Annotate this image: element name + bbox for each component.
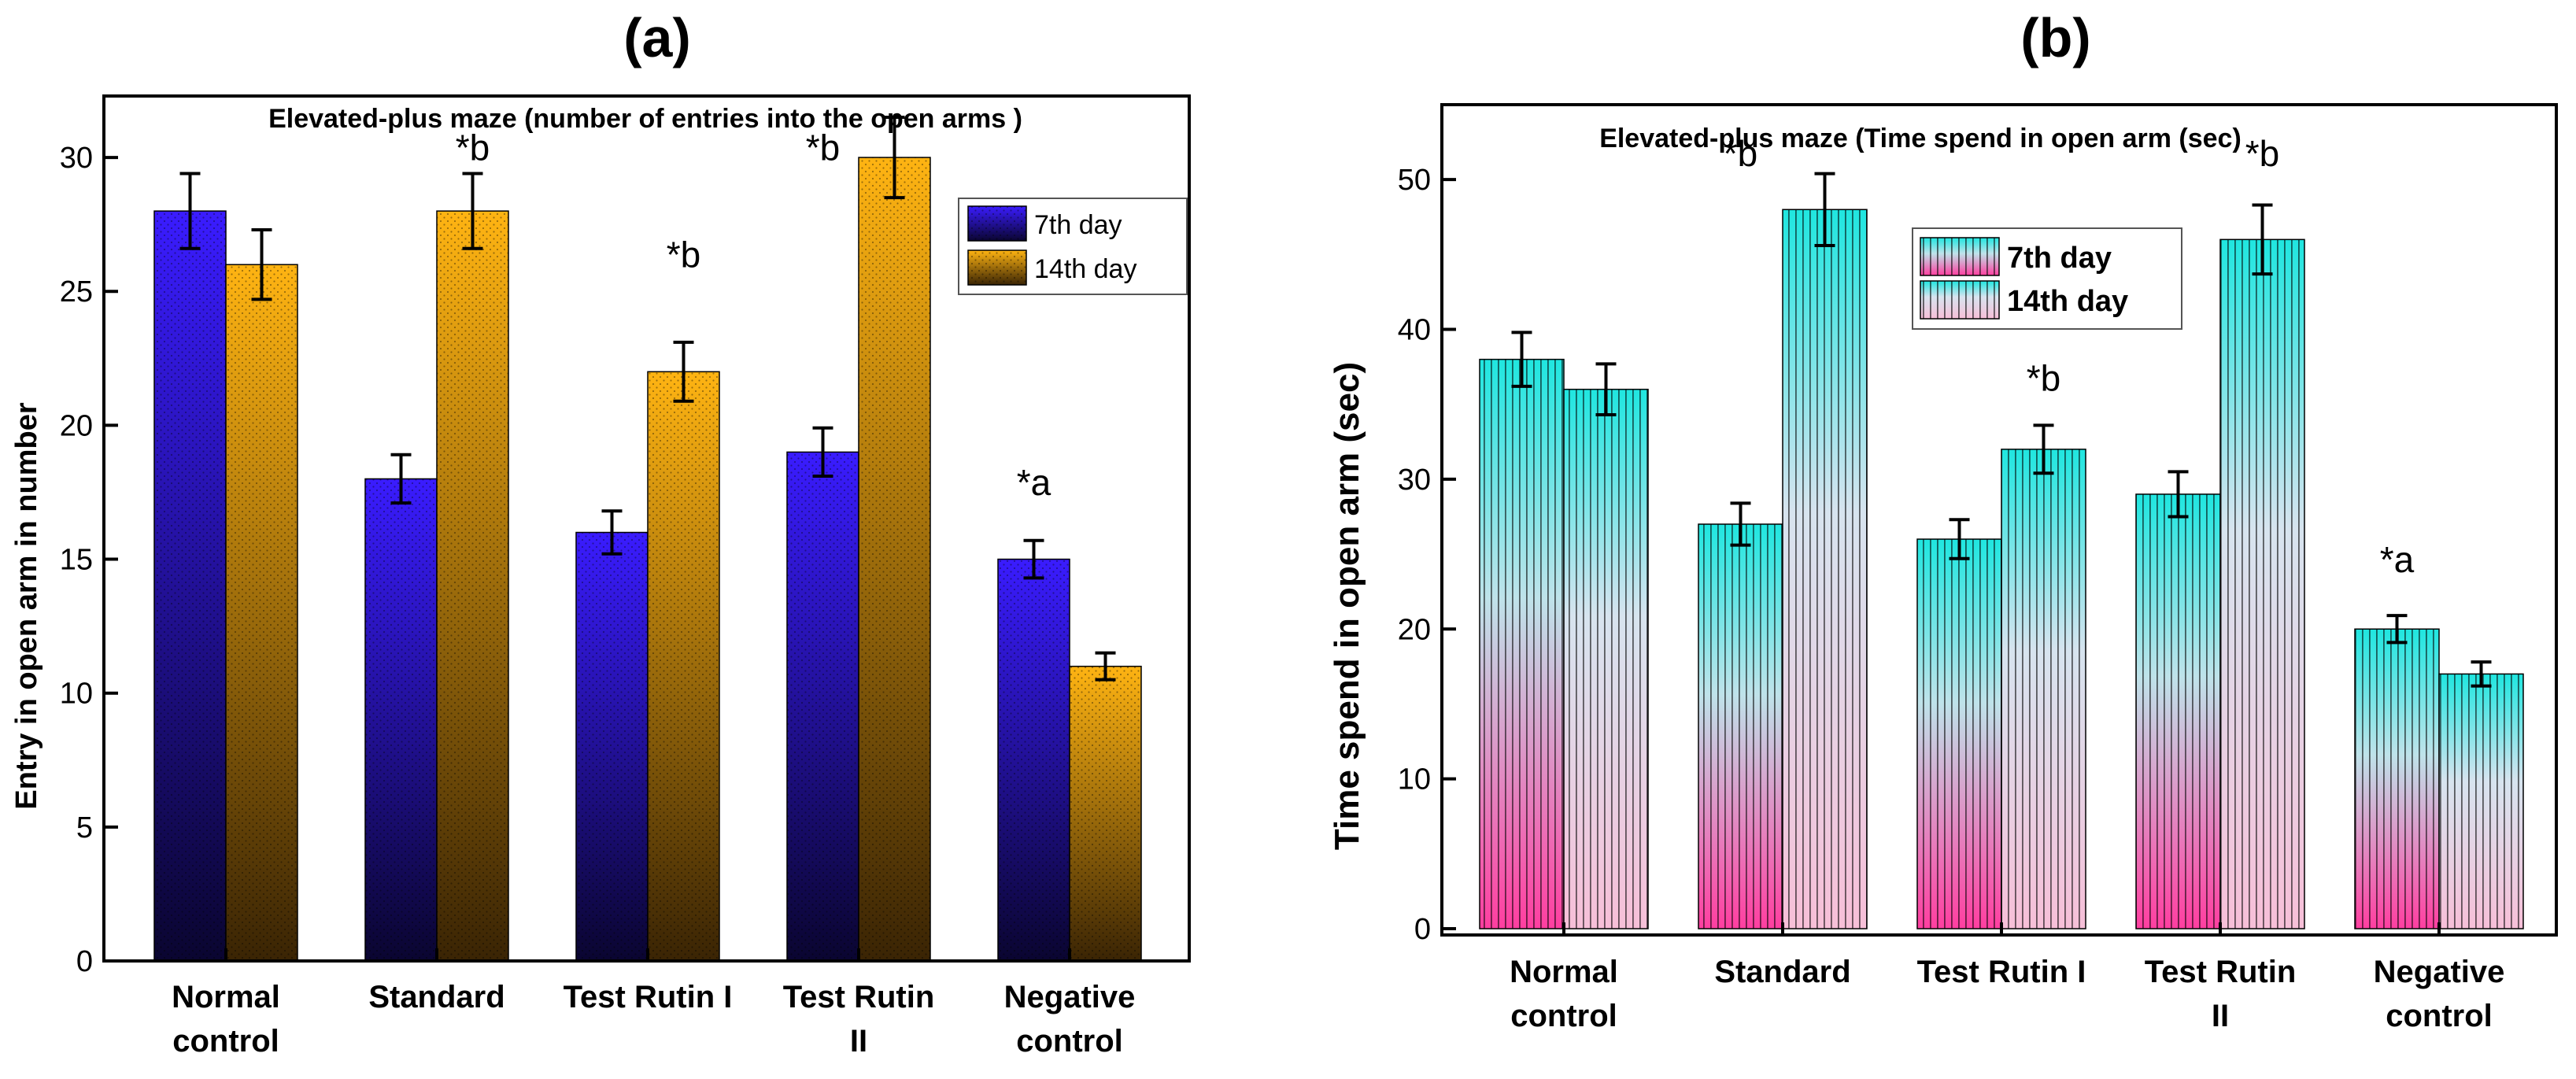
x-tick-label-a-negative-control: Negative control	[1004, 980, 1136, 1059]
annotation-a-2: *b	[667, 235, 700, 275]
y-tick-label-a: 0	[76, 945, 93, 978]
y-tick-label-a: 20	[60, 409, 93, 442]
error-bar-b-14th-day-4	[2252, 203, 2273, 276]
y-tick-label-b: 50	[1398, 164, 1431, 197]
annotation-b-2: *b	[2027, 358, 2060, 399]
annotation-b-1: *b	[1724, 133, 1757, 174]
chart-title-b: Elevated-plus maze (Time spend in open a…	[1599, 124, 2242, 153]
y-axis-title-a: Entry in open arm in number	[10, 402, 43, 809]
plot-frame-b	[1440, 103, 2558, 937]
panel-label-a: (a)	[623, 7, 691, 68]
error-bar-a-14th-day-5	[1095, 651, 1116, 682]
y-axis-label-b: Time spend in open arm (sec)	[1328, 362, 1366, 850]
annotation-b-4: *a	[2380, 539, 2415, 580]
bar-b-7th-day-1-texture	[1479, 358, 1565, 929]
legend-swatch-7th-day-a-pattern	[967, 205, 1027, 242]
y-axis-label-a: Entry in open arm in number	[10, 402, 43, 809]
bar-b-14th-day-3-texture	[2001, 449, 2086, 929]
bar-b-7th-day-4-texture	[2135, 493, 2221, 929]
error-bar-b-7th-day-5	[2386, 614, 2408, 645]
bar-a-7th-day-2-texture	[364, 478, 438, 962]
error-bar-b-14th-day-3	[2033, 423, 2054, 475]
error-bar-a-7th-day-5	[1023, 538, 1044, 580]
error-bar-a-7th-day-2	[390, 453, 412, 505]
bar-b-14th-day-1-texture	[1563, 388, 1649, 929]
bar-a-7th-day-4-texture	[786, 451, 859, 962]
x-tick-label-b-test-rutin-i: Test Rutin I	[1917, 955, 2086, 989]
bar-b-14th-day-5-texture	[2438, 673, 2524, 929]
panel-label-b: (b)	[2020, 7, 2090, 68]
legend-label-7th-day-a: 7th day	[1034, 210, 1122, 240]
bar-b-7th-day-3-texture	[1916, 538, 2002, 929]
bar-a-14th-day-2-texture	[436, 210, 509, 962]
x-tick-label-a-test-rutin-ii: Test Rutin II	[783, 980, 935, 1059]
bar-a-14th-day-1-texture	[225, 264, 298, 962]
y-tick-label-b: 10	[1398, 763, 1431, 796]
y-tick-label-a: 15	[60, 544, 93, 577]
y-tick-label-b: 30	[1398, 464, 1431, 497]
error-bar-a-14th-day-3	[673, 340, 694, 403]
error-bar-b-14th-day-5	[2471, 660, 2492, 688]
bar-a-14th-day-5-texture	[1069, 665, 1142, 962]
bar-b-7th-day-5-texture	[2354, 628, 2440, 929]
legend-swatch-14th-day-a-pattern	[967, 249, 1027, 286]
error-bar-a-14th-day-1	[251, 227, 272, 301]
plot-frame-a	[102, 94, 1191, 963]
x-tick-label-a-normal-control: Normal control	[172, 980, 280, 1059]
y-tick-label-a: 30	[60, 142, 93, 175]
legend-label-7th-day-b: 7th day	[2007, 242, 2112, 275]
annotation-a-1: *b	[456, 127, 490, 168]
bar-a-14th-day-4-texture	[858, 157, 931, 962]
legend-b: 7th day 14th day	[1912, 227, 2182, 330]
legend-a: 7th day 14th day	[958, 198, 1188, 295]
error-bar-a-14th-day-4	[884, 116, 905, 200]
error-bar-a-7th-day-3	[601, 509, 623, 556]
chart-title-a: Elevated-plus maze (number of entries in…	[268, 104, 1022, 134]
x-tick-label-b-test-rutin-ii: Test Rutin II	[2145, 955, 2297, 1033]
error-bar-b-7th-day-1	[1511, 331, 1532, 388]
legend-label-14th-day-b: 14th day	[2007, 285, 2128, 318]
x-tick-label-a-test-rutin-i: Test Rutin I	[564, 980, 733, 1014]
error-bar-a-7th-day-1	[179, 172, 201, 250]
x-tick-label-a-standard: Standard	[368, 980, 504, 1014]
error-bar-b-7th-day-2	[1730, 501, 1751, 547]
y-tick-label-b: 0	[1414, 913, 1431, 946]
bar-a-14th-day-3-texture	[647, 371, 720, 962]
error-bar-b-7th-day-4	[2168, 470, 2189, 519]
annotation-a-4: *a	[1017, 462, 1051, 503]
error-bar-b-14th-day-1	[1595, 362, 1617, 417]
legend-swatch-14th-day-b-pattern	[1920, 280, 2000, 320]
chart-panel-a: (a) Elevated-plus maze (number of entrie…	[10, 7, 1191, 1059]
y-axis-title-b: Time spend in open arm (sec)	[1328, 362, 1366, 850]
y-tick-label-a: 25	[60, 275, 93, 309]
x-tick-label-b-normal-control: Normal control	[1510, 955, 1618, 1033]
bar-a-7th-day-1-texture	[153, 210, 227, 962]
y-tick-label-b: 20	[1398, 613, 1431, 646]
y-tick-label-a: 10	[60, 678, 93, 711]
error-bar-a-14th-day-2	[462, 172, 483, 250]
bar-b-14th-day-4-texture	[2219, 238, 2305, 929]
x-tick-label-b-negative-control: Negative control	[2374, 955, 2505, 1033]
chart-panel-b: (b) Elevated-plus maze (Time spend in op…	[1328, 7, 2558, 1033]
error-bar-b-14th-day-2	[1814, 172, 1835, 247]
y-tick-label-a: 5	[76, 811, 93, 844]
error-bar-a-7th-day-4	[812, 426, 833, 479]
legend-label-14th-day-a: 14th day	[1034, 254, 1136, 284]
x-tick-label-b-standard: Standard	[1714, 955, 1850, 989]
bar-b-7th-day-2-texture	[1698, 523, 1783, 929]
annotation-b-3: *b	[2245, 133, 2279, 174]
annotation-a-3: *b	[806, 127, 840, 168]
error-bar-b-7th-day-3	[1949, 518, 1970, 560]
bar-a-7th-day-5-texture	[997, 558, 1070, 962]
y-tick-label-b: 40	[1398, 314, 1431, 347]
bar-a-7th-day-3-texture	[575, 531, 649, 962]
legend-swatch-7th-day-b-pattern	[1920, 237, 2000, 276]
bar-b-14th-day-2-texture	[1782, 209, 1868, 929]
